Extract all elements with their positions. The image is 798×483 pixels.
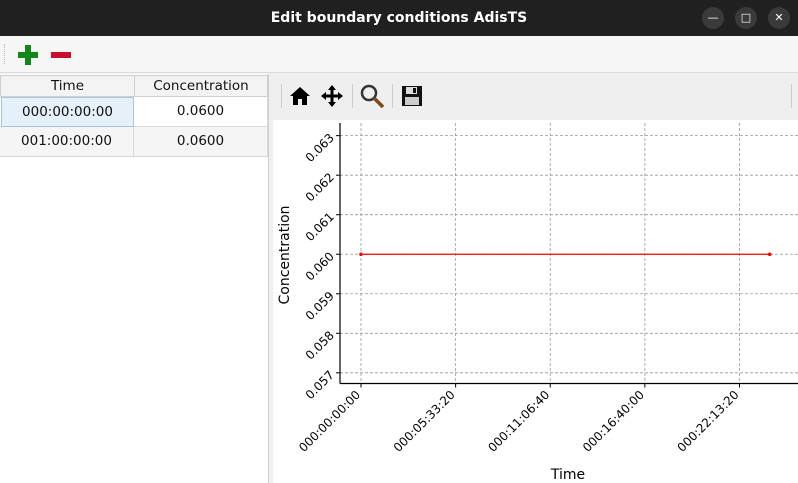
plot-background [273, 120, 798, 483]
save-icon [402, 86, 422, 106]
time-cell[interactable]: 001:00:00:00 [0, 127, 134, 157]
column-header-time[interactable]: Time [0, 75, 135, 97]
plot-toolbar [271, 74, 798, 118]
column-header-concentration[interactable]: Concentration [134, 75, 268, 97]
y-axis-label: Concentration [277, 205, 293, 304]
plus-icon [18, 45, 38, 65]
close-icon[interactable]: ✕ [768, 7, 790, 29]
time-cell[interactable]: 000:00:00:00 [1, 97, 134, 127]
minimize-icon[interactable]: — [702, 7, 724, 29]
toolbar [0, 36, 798, 73]
title-bar: Edit boundary conditions AdisTS — □ ✕ [0, 0, 798, 36]
chart: 000:00:00:00 000:05:33:20 000:11:06:40 000:… [273, 120, 798, 483]
minus-icon [51, 52, 71, 58]
x-axis-label: Time [550, 467, 585, 483]
data-point[interactable] [767, 252, 772, 257]
window-title: Edit boundary conditions AdisTS [270, 10, 528, 26]
table-panel: Time Concentration 000:00:00:00 0.0600 0… [0, 74, 269, 483]
data-point[interactable] [359, 252, 363, 257]
zoom-icon [360, 84, 385, 109]
pan-icon [321, 85, 343, 107]
zoom-button[interactable] [358, 82, 386, 110]
home-icon [290, 87, 310, 105]
remove-row-button[interactable] [49, 43, 73, 67]
concentration-cell[interactable]: 0.0600 [134, 127, 268, 157]
concentration-cell[interactable]: 0.0600 [134, 97, 268, 127]
add-row-button[interactable] [16, 43, 40, 67]
home-button[interactable] [286, 82, 314, 110]
save-button[interactable] [398, 82, 426, 110]
maximize-icon[interactable]: □ [735, 7, 757, 29]
pan-button[interactable] [318, 82, 346, 110]
toolbar-grip[interactable] [4, 44, 7, 64]
